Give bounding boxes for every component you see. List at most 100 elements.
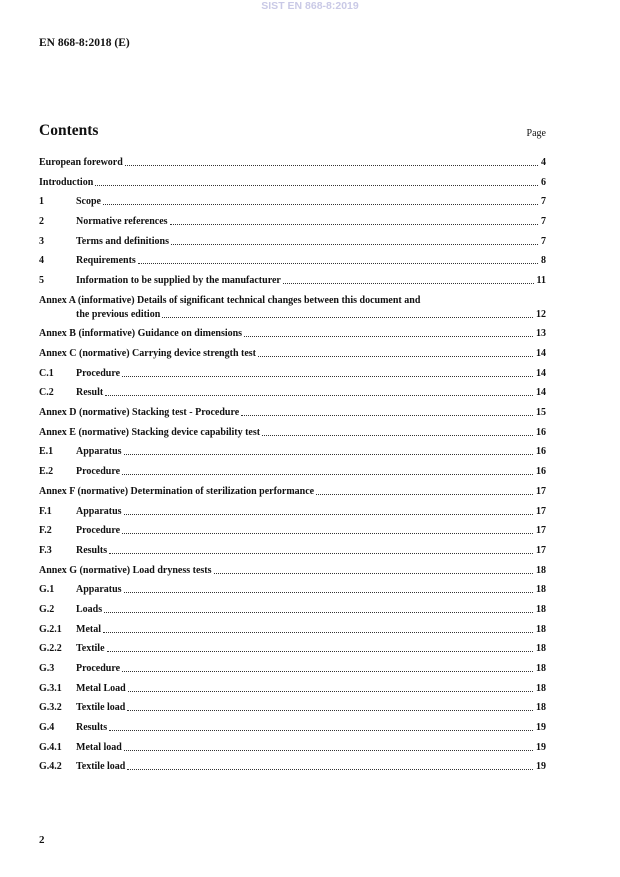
dot-leader xyxy=(109,730,533,732)
toc-entry[interactable]: Introduction 6 xyxy=(39,176,546,196)
toc-entry-number: 4 xyxy=(39,255,44,267)
toc-entry[interactable]: G.2.2 Textile 18 xyxy=(39,642,546,662)
toc-entry[interactable]: Annex G (normative) Load dryness tests 18 xyxy=(39,564,546,584)
toc-entry-page: 7 xyxy=(541,216,546,228)
toc-entry-page: 17 xyxy=(536,485,546,497)
toc-entry-title: Annex D (normative) Stacking test - Proc… xyxy=(39,407,240,419)
dot-leader xyxy=(123,749,533,751)
toc-entry-number: G.4.2 xyxy=(39,761,62,773)
toc-entry[interactable]: Annex F (normative) Determination of ste… xyxy=(39,485,546,505)
toc-entry-page: 16 xyxy=(536,446,546,458)
page-number: 2 xyxy=(39,834,45,846)
toc-entry[interactable]: C.1 Procedure 14 xyxy=(39,367,546,387)
toc-entry[interactable]: Annex A (informative) Details of signifi… xyxy=(39,294,546,328)
toc-entry[interactable]: Annex D (normative) Stacking test - Proc… xyxy=(39,406,546,426)
toc-entry-page: 13 xyxy=(536,328,546,340)
toc-entry[interactable]: F.1 Apparatus 17 xyxy=(39,505,546,525)
toc-entry[interactable]: Annex C (normative) Carrying device stre… xyxy=(39,347,546,367)
toc-entry-title: Procedure xyxy=(76,367,121,379)
toc-entry-title: European foreword xyxy=(39,157,123,168)
toc-entry[interactable]: E.1 Apparatus 16 xyxy=(39,445,546,465)
dot-leader xyxy=(262,434,533,436)
toc-entry[interactable]: 1 Scope 7 xyxy=(39,195,546,215)
toc-entry-title: Terms and definitions xyxy=(76,235,169,247)
toc-entry-number: 5 xyxy=(39,275,44,287)
toc-entry[interactable]: C.2 Result 14 xyxy=(39,386,546,406)
toc-entry-number: 1 xyxy=(39,196,44,208)
dot-leader xyxy=(122,671,533,672)
toc-entry-page: 18 xyxy=(536,564,546,576)
dot-leader xyxy=(123,454,533,456)
toc-entry[interactable]: 4 Requirements 8 xyxy=(39,254,546,274)
toc-entry-title: Results xyxy=(76,544,108,556)
contents-title: Contents xyxy=(39,122,99,139)
toc-entry-page: 18 xyxy=(536,702,546,714)
dot-leader xyxy=(127,769,533,771)
toc-entry[interactable]: G.3 Procedure 18 xyxy=(39,662,546,682)
toc-entry-title: Annex B (informative) Guidance on dimens… xyxy=(39,328,243,340)
toc-entry[interactable]: F.2 Procedure 17 xyxy=(39,524,546,544)
toc-entry-page: 18 xyxy=(536,603,546,615)
toc-entry[interactable]: European foreword 4 xyxy=(39,156,546,176)
toc-entry[interactable]: 3 Terms and definitions 7 xyxy=(39,235,546,255)
toc-entry-title: Metal Load xyxy=(76,682,126,694)
toc-entry-page: 19 xyxy=(536,741,546,753)
toc-entry-page: 18 xyxy=(536,663,546,674)
toc-entry-number: G.2 xyxy=(39,603,55,615)
toc-entry-title: Apparatus xyxy=(76,446,122,458)
toc-entry-title: Textile xyxy=(76,643,105,655)
toc-entry-title: Loads xyxy=(76,603,103,615)
dot-leader xyxy=(282,283,534,285)
toc-entry[interactable]: E.2 Procedure 16 xyxy=(39,465,546,485)
watermark: SIST EN 868-8:2019 xyxy=(261,0,359,12)
toc-entry[interactable]: G.4.1 Metal load 19 xyxy=(39,741,546,761)
toc-entry[interactable]: G.3.1 Metal Load 18 xyxy=(39,682,546,702)
toc-entry-number: F.3 xyxy=(39,544,52,556)
toc-entry-number: G.3 xyxy=(39,663,55,674)
toc-entry-page: 7 xyxy=(541,196,546,208)
dot-leader xyxy=(127,690,533,692)
toc-entry[interactable]: 2 Normative references 7 xyxy=(39,215,546,235)
toc-entry-title: Annex C (normative) Carrying device stre… xyxy=(39,348,256,359)
toc-entry-title: Annex E (normative) Stacking device capa… xyxy=(39,426,261,438)
toc-entry-title: Textile load xyxy=(76,761,126,773)
toc-entry-page: 18 xyxy=(536,682,546,694)
toc-entry-title: Procedure xyxy=(76,466,121,478)
toc-entry[interactable]: F.3 Results 17 xyxy=(39,544,546,564)
page-column-label: Page xyxy=(526,128,546,139)
toc-entry-number: E.1 xyxy=(39,446,54,458)
toc-entry-number: 2 xyxy=(39,216,44,228)
toc-entry-page: 19 xyxy=(536,722,546,734)
toc-entry-page: 4 xyxy=(541,157,546,168)
dot-leader xyxy=(213,572,533,574)
toc-entry-number: F.1 xyxy=(39,505,52,517)
toc-entry[interactable]: Annex B (informative) Guidance on dimens… xyxy=(39,327,546,347)
dot-leader xyxy=(103,631,533,633)
toc-entry[interactable]: G.2 Loads 18 xyxy=(39,603,546,623)
dot-leader xyxy=(170,243,538,245)
dot-leader xyxy=(137,263,538,265)
toc-entry[interactable]: G.4.2 Textile load 19 xyxy=(39,760,546,780)
table-of-contents: European foreword 4 Introduction 6 1 Scope 7 2 N… xyxy=(39,156,546,780)
toc-entry-title: Textile load xyxy=(76,702,126,714)
toc-entry[interactable]: G.2.1 Metal 18 xyxy=(39,623,546,643)
toc-entry[interactable]: G.3.2 Textile load 18 xyxy=(39,701,546,721)
dot-leader xyxy=(105,395,533,397)
toc-entry-title: Annex A (informative) Details of signifi… xyxy=(39,294,421,306)
dot-leader xyxy=(169,224,538,226)
toc-entry[interactable]: Annex E (normative) Stacking device capa… xyxy=(39,426,546,446)
toc-entry[interactable]: G.1 Apparatus 18 xyxy=(39,583,546,603)
toc-entry-page: 8 xyxy=(541,255,546,267)
toc-entry-title: Normative references xyxy=(76,216,168,228)
toc-entry[interactable]: G.4 Results 19 xyxy=(39,721,546,741)
toc-entry[interactable]: 5 Information to be supplied by the manuf… xyxy=(39,274,546,294)
toc-entry-number: G.2.2 xyxy=(39,643,62,655)
toc-entry-number: G.4 xyxy=(39,722,55,734)
dot-leader xyxy=(103,204,538,206)
dot-leader xyxy=(95,184,538,186)
toc-entry-number: 3 xyxy=(39,235,44,247)
toc-entry-page: 14 xyxy=(536,367,546,379)
toc-entry-title: Result xyxy=(76,387,104,399)
toc-entry-number: F.2 xyxy=(39,525,52,537)
toc-entry-title: Requirements xyxy=(76,255,136,267)
